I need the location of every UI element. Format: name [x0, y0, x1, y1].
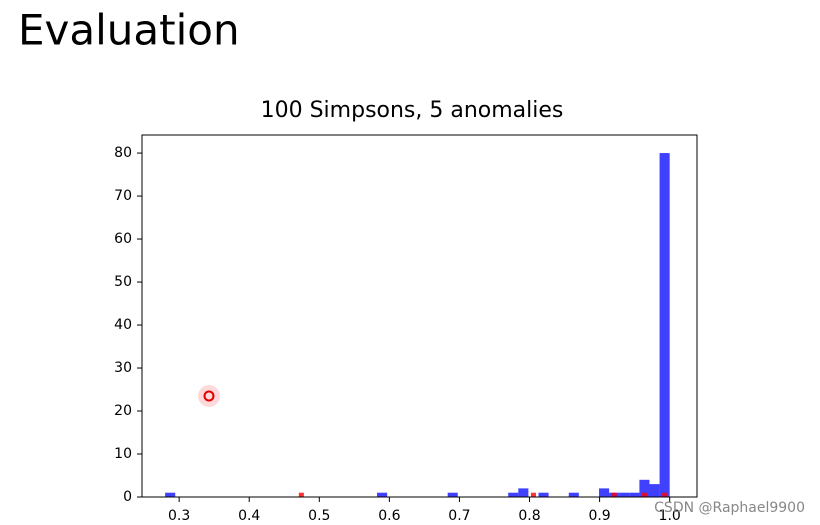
- bar: [165, 492, 176, 497]
- bar: [649, 484, 660, 497]
- y-tick-label: 0: [123, 489, 132, 505]
- y-tick-label: 30: [114, 360, 132, 376]
- anomaly-bar: [662, 492, 668, 497]
- y-tick-label: 50: [114, 274, 132, 290]
- y-tick-label: 80: [114, 145, 132, 161]
- chart-title: 100 Simpsons, 5 anomalies: [261, 98, 564, 123]
- bar: [447, 492, 458, 497]
- x-tick-label: 0.4: [238, 508, 260, 524]
- slide-title: Evaluation: [18, 6, 240, 55]
- bar: [377, 492, 388, 497]
- bar: [538, 492, 549, 497]
- bar: [518, 488, 529, 497]
- anomaly-bar: [611, 492, 617, 497]
- anomaly-bar: [530, 492, 536, 497]
- cursor-glow: [198, 385, 220, 407]
- bar: [619, 492, 630, 497]
- cursor: [203, 390, 215, 402]
- x-tick-label: 0.7: [448, 508, 470, 524]
- bar: [659, 153, 670, 497]
- watermark: CSDN @Raphael9900: [654, 500, 805, 516]
- x-tick-label: 0.5: [308, 508, 330, 524]
- y-tick-label: 60: [114, 231, 132, 247]
- anomaly-bar: [641, 492, 647, 497]
- y-tick-label: 40: [114, 317, 132, 333]
- y-tick-label: 10: [114, 446, 132, 462]
- bar: [508, 492, 519, 497]
- anomaly-bar: [298, 492, 304, 497]
- x-tick-label: 0.3: [168, 508, 190, 524]
- bar: [599, 488, 610, 497]
- y-tick-label: 20: [114, 403, 132, 419]
- plot-frame: [141, 134, 698, 498]
- plot: 0 10 20 30 40 50 60 70 80 0.3 0.4 0.5 0.6 0.7 0.8 0.9 1.…: [114, 134, 698, 524]
- x-tick-label: 1.0: [659, 508, 681, 524]
- bar: [639, 479, 650, 497]
- x-tick-label: 0.8: [518, 508, 540, 524]
- x-tick-label: 0.9: [588, 508, 610, 524]
- y-tick-label: 70: [114, 188, 132, 204]
- x-tick-label: 0.6: [378, 508, 400, 524]
- bar: [629, 492, 640, 497]
- bar: [568, 492, 579, 497]
